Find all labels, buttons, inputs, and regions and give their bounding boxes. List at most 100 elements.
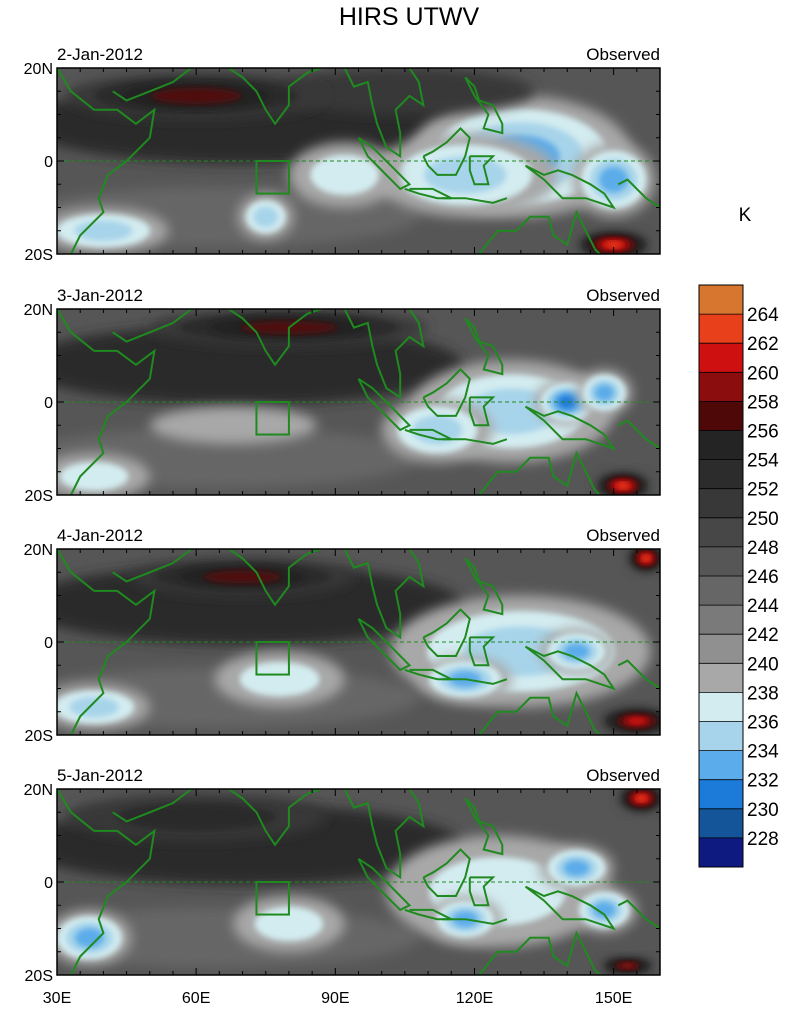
panel-date: 3-Jan-2012 xyxy=(57,286,143,305)
field-contour xyxy=(619,963,636,969)
colorbar-swatch xyxy=(699,634,743,664)
colorbar-label: 254 xyxy=(747,451,779,472)
coastline xyxy=(343,309,425,400)
coastline xyxy=(464,317,504,376)
colorbar-label: 264 xyxy=(747,305,779,326)
colorbar-swatch xyxy=(699,605,743,635)
coastline xyxy=(422,848,471,897)
colorbar-swatch xyxy=(699,779,743,810)
colorbar-label: 248 xyxy=(747,538,779,559)
coastline xyxy=(478,450,601,495)
colorbar: 264 262 260 258 256 254 252 250 248 246 244 242 240 2… xyxy=(698,284,779,868)
coastline xyxy=(422,608,471,657)
colorbar-label: 260 xyxy=(747,363,779,384)
coastline xyxy=(228,549,322,607)
panel-date: 2-Jan-2012 xyxy=(57,45,143,64)
coastline xyxy=(422,367,471,417)
coastline xyxy=(617,659,660,690)
coastline xyxy=(442,678,508,685)
map-panel: 20N 0 20S 2-Jan-2012 Observed xyxy=(24,45,661,264)
field-contour xyxy=(74,220,133,242)
panel-label: Observed xyxy=(586,526,660,545)
colorbar-label: 232 xyxy=(747,771,779,792)
field-layer xyxy=(57,309,660,495)
coastline xyxy=(57,68,156,254)
coastline xyxy=(617,419,660,450)
y-tick-label: 20S xyxy=(25,968,53,985)
y-tick-label: 20S xyxy=(25,728,53,745)
field-contour xyxy=(627,717,646,725)
field-contour xyxy=(69,696,119,718)
colorbar-swatch xyxy=(699,808,743,839)
colorbar-swatch xyxy=(699,692,743,722)
coastline xyxy=(112,789,193,823)
coastline xyxy=(478,930,601,975)
coastline xyxy=(57,789,156,975)
map-panel: 20N 0 20S 5-Jan-2012 Observed xyxy=(24,766,661,985)
coastline xyxy=(464,76,504,135)
y-tick-label: 0 xyxy=(44,154,53,171)
x-axis: 30E 60E 90E 120E 150E xyxy=(43,990,633,1007)
colorbar-swatch xyxy=(699,488,743,519)
coastline xyxy=(524,885,617,931)
field-contour xyxy=(310,154,379,195)
colorbar-swatch xyxy=(699,721,743,751)
y-tick-label: 20N xyxy=(24,542,53,559)
coastline xyxy=(57,309,156,495)
colorbar-label: 230 xyxy=(747,800,779,821)
field-contour xyxy=(150,87,242,104)
colorbar-swatch xyxy=(699,459,743,489)
colorbar-swatch xyxy=(699,517,743,548)
colorbar-label: 228 xyxy=(747,829,779,850)
x-tick-label: 90E xyxy=(321,990,349,1007)
coastline xyxy=(357,377,412,432)
colorbar-swatch xyxy=(699,837,743,868)
coastline xyxy=(343,789,425,880)
colorbar-label: 242 xyxy=(747,625,779,646)
panel-date: 4-Jan-2012 xyxy=(57,526,143,545)
coastline xyxy=(343,68,425,159)
coastline xyxy=(422,126,471,176)
coastline xyxy=(228,789,322,847)
field-contour xyxy=(253,206,279,228)
y-tick-label: 0 xyxy=(44,875,53,892)
colorbar-swatch xyxy=(699,401,743,431)
y-tick-label: 20N xyxy=(24,302,53,319)
x-tick-label: 150E xyxy=(595,990,632,1007)
x-tick-label: 120E xyxy=(456,990,493,1007)
coastline xyxy=(357,136,412,191)
colorbar-label: 262 xyxy=(747,334,779,355)
panel-label: Observed xyxy=(586,766,660,785)
field-contour xyxy=(593,901,616,918)
field-contour xyxy=(74,928,104,948)
y-tick-label: 0 xyxy=(44,395,53,412)
coastline xyxy=(478,690,601,735)
field-contour xyxy=(275,68,535,115)
coastline xyxy=(228,68,322,126)
coastlines xyxy=(57,549,660,735)
colorbar-swatch xyxy=(699,663,743,693)
colorbar-swatch xyxy=(699,372,743,402)
coastline xyxy=(464,797,504,856)
coastline xyxy=(112,68,193,102)
panel-label: Observed xyxy=(586,45,660,64)
panel-label: Observed xyxy=(586,286,660,305)
colorbar-swatch xyxy=(699,343,743,373)
colorbar-swatch xyxy=(699,576,743,606)
field-contour xyxy=(642,555,650,562)
field-contour xyxy=(605,241,622,248)
field-contour xyxy=(617,482,629,489)
field-contour xyxy=(557,395,577,409)
field-contour xyxy=(594,384,615,401)
coastline xyxy=(57,549,156,735)
y-tick-label: 20S xyxy=(25,488,53,505)
y-tick-label: 20N xyxy=(24,782,53,799)
coastline xyxy=(112,309,193,343)
colorbar-label: 234 xyxy=(747,742,779,763)
colorbar-label: 258 xyxy=(747,392,779,413)
coastline xyxy=(357,857,412,912)
field-contour xyxy=(563,859,590,877)
colorbar-label: 240 xyxy=(747,654,779,675)
field-contour xyxy=(149,406,317,444)
coastline xyxy=(617,178,660,209)
